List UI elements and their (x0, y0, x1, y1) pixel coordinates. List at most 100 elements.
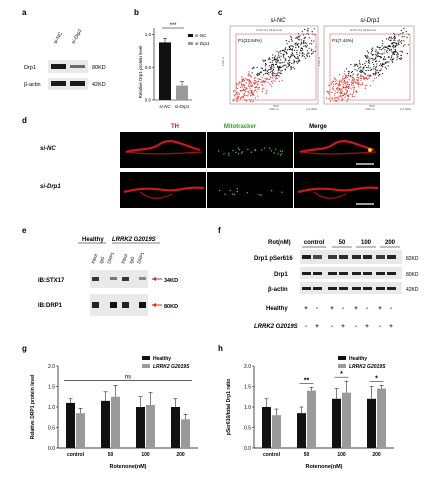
panel-h-xtick-2: 100 (337, 452, 346, 458)
flow-header-sidrp1: si-NC.fcs All Events (350, 28, 377, 32)
band-drp1-sidrp1 (70, 65, 85, 68)
panel-label-g: g (22, 344, 27, 353)
flow-gate-nc (235, 33, 317, 101)
panel-g-ylabel: Relative DRP1 protein level (30, 374, 36, 439)
flow-xtick-sidrp1: 500 (369, 104, 374, 108)
flow-xlabel-sidrp1: SSC-A (365, 107, 374, 111)
panel-g-xtick-1: 50 (108, 452, 114, 458)
flow-xunit-sidrp1: (x1,000) (400, 107, 411, 111)
band-actin-nc (51, 81, 66, 86)
panel-h-bar-0-0 (262, 407, 271, 448)
f-row-pser616: Drp1 pSer616 (254, 256, 293, 262)
panel-g-ytick-0: 0.0 (48, 446, 55, 452)
f-kd-pser616: 82KD (406, 256, 419, 262)
f-sign-0-0: + (304, 306, 308, 312)
panel-b-legend-swatch-sidrp1 (188, 42, 193, 45)
coip-lane-igg-2: IgG (128, 255, 135, 264)
micro-row-label-nc: si-NC (40, 146, 56, 152)
flow-gate-sidrp1 (329, 33, 411, 101)
arrow-stx17-icon (152, 277, 156, 281)
panel-label-e: e (22, 226, 27, 235)
panel-h-chart: 0.0 0.5 1.0 1.5 2.0 pSer616/total Drp1 ratio R… (226, 356, 394, 470)
panel-h-xtick-3: 200 (372, 452, 381, 458)
panel-g-legend-swatch-0 (142, 356, 150, 360)
blot-drp1 (48, 60, 88, 73)
panel-g-xtick-2: 100 (141, 452, 150, 458)
panel-g-chart: 0.0 0.5 1.0 1.5 2.0 Relative DRP1 protein lev… (30, 356, 198, 470)
panel-g-bar-0-1 (101, 400, 110, 448)
panel-h-xtick-1: 50 (304, 452, 310, 458)
lane-label-si-drp1: si-Drp1 (71, 28, 84, 45)
panel-g-xtick-3: 200 (176, 452, 185, 458)
f-cond-healthy: Healthy (266, 306, 288, 312)
f-sign-0-3: - (342, 306, 344, 312)
kd-label-drp1: 80KD (92, 65, 106, 71)
image-mito-nc (207, 132, 293, 168)
panel-h-bar-0-3 (367, 398, 376, 448)
f-kd-drp1: 80KD (406, 272, 419, 278)
panel-h-ytick-0: 0.0 (244, 446, 251, 452)
coip-lane-input-2: Input (120, 253, 128, 265)
f-blot-actin (300, 282, 402, 294)
panel-b-xtick-nc: si-NC (159, 104, 171, 109)
dose-100: 100 (361, 240, 372, 246)
lane-label-si-nc: si-NC (53, 31, 65, 45)
panel-label-b: b (134, 8, 139, 17)
panel-g-ytick-1: 0.5 (48, 425, 55, 431)
panel-h-xlabel: Rotenone(nM) (306, 464, 343, 470)
panel-h-sig-1: ** (304, 377, 310, 384)
panel-b-legend-nc: si-NC (195, 33, 207, 38)
coip-lane-input-1: Input (90, 253, 98, 265)
coip-group-lrrk2: LRRK2 G2019S (112, 237, 156, 243)
flow-plot-nc (229, 25, 319, 105)
panel-h-bar-1-0 (272, 415, 281, 448)
panel-g-sig: ns (125, 374, 131, 380)
flow-plot-sidrp1 (323, 25, 415, 105)
panel-b-ylabel: Relative Drp1 protein level (138, 46, 143, 99)
row-label-drp1: Drp1 (24, 65, 36, 71)
f-row-drp1: Drp1 (274, 272, 288, 278)
flow-xtick-nc: 500 (273, 104, 278, 108)
coip-kd-stx17: 34KD (164, 278, 178, 284)
panel-b-ytick-2: 1.0 (145, 32, 152, 37)
panel-d-images (120, 132, 380, 208)
panel-g-legend-swatch-1 (142, 364, 150, 368)
micro-header-merge: Merge (309, 124, 327, 130)
panel-h-bar-1-3 (377, 388, 386, 448)
panel-b-bar-0 (159, 42, 171, 100)
f-blot-pser616 (300, 250, 402, 264)
panel-b-chart: Relative Drp1 protein level 0.0 0.5 1.0 **… (138, 23, 210, 109)
flow-title-nc: si-NC (271, 18, 287, 24)
flow-xunit-nc: (x1,000) (306, 107, 317, 111)
panel-g-ytick-3: 1.5 (48, 384, 55, 390)
flow-ylabel-nc: FSC-A (221, 57, 225, 66)
coip-lane-drp1-1: DRP1 (106, 251, 115, 264)
coip-row-stx17: IB:STX17 (38, 278, 65, 284)
micro-header-mito: Mitotracker (223, 124, 257, 130)
f-sign-0-7: - (390, 306, 392, 312)
panel-h-bar-0-2 (332, 398, 341, 448)
panel-g-bar-0-2 (136, 407, 145, 448)
f-sign-1-2: - (331, 324, 333, 330)
panel-b-bar-1 (176, 85, 188, 100)
panel-g-legend-1: LRRK2 G2019S (153, 364, 190, 370)
panel-label-c: c (218, 8, 223, 17)
coip-lane-drp1-2: DRP1 (136, 251, 145, 264)
f-sign-0-1: - (316, 306, 318, 312)
band-actin-sidrp1 (70, 81, 85, 86)
panel-h-ytick-2: 1.0 (244, 405, 251, 411)
panel-g-ytick-4: 2.0 (48, 364, 55, 370)
panel-h-legend-1: LRRK2 G2019S (349, 364, 386, 370)
panel-label-d: d (22, 116, 27, 125)
f-blot-drp1 (300, 267, 402, 279)
panel-b-significance: *** (169, 23, 177, 29)
panel-h-xtick-0: control (263, 452, 281, 458)
f-sign-1-6: - (379, 324, 381, 330)
panel-h-bar-1-2 (342, 392, 351, 448)
coip-lane-igg-1: IgG (98, 255, 105, 264)
panel-b-legend-swatch-nc (188, 34, 193, 37)
f-sign-0-4: + (354, 306, 358, 312)
panel-h-ytick-1: 0.5 (244, 425, 251, 431)
flow-header-nc: si-NC.fcs All Events (256, 28, 283, 32)
flow-gate-label-sidrp1: P1(7.44%) (332, 38, 354, 43)
